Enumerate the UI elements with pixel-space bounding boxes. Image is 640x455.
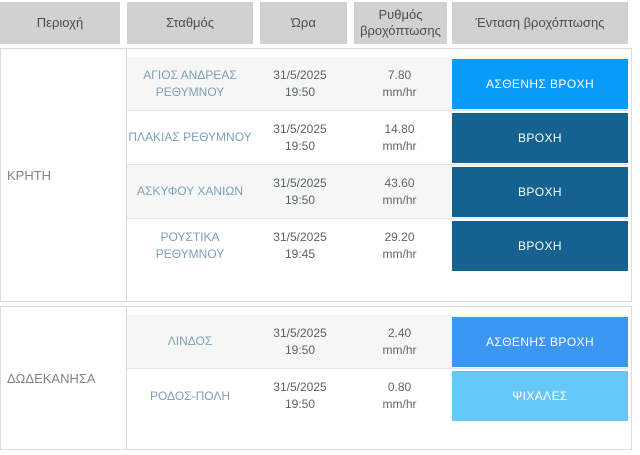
rate-value: 29.20 (384, 230, 415, 244)
rate-value: 14.80 (384, 121, 415, 136)
rain-rate: 29.20 mm/hr (347, 219, 452, 273)
station-link[interactable]: ΑΓΙΟΣ ΑΝΔΡΕΑΣ ΡΕΘΥΜΝΟΥ (143, 67, 237, 99)
rate-unit: mm/hr (382, 247, 417, 261)
intensity-cell: ΒΡΟΧΗ (452, 219, 628, 273)
rate-value: 2.40 (387, 325, 412, 340)
rate-value: 0.80 (387, 380, 412, 394)
rainfall-table: Περιοχή Σταθμός Ώρα Ρυθμός βροχόπτωσης Έ… (0, 2, 632, 450)
time-value: 19:50 (284, 192, 316, 207)
intensity-badge: ΒΡΟΧΗ (452, 221, 628, 271)
time-value: 19:50 (284, 342, 316, 357)
section-rows: ΑΓΙΟΣ ΑΝΔΡΕΑΣ ΡΕΘΥΜΝΟΥ 31/5/2025 19:50 7… (127, 49, 631, 301)
time-value: 19:45 (284, 247, 316, 261)
station-link[interactable]: ΑΣΚΥΦΟΥ ΧΑΝΙΩΝ (136, 184, 244, 198)
date-value: 31/5/2025 (273, 67, 327, 82)
time-value: 19:50 (284, 84, 316, 99)
rate-value: 7.80 (387, 67, 412, 82)
date-value: 31/5/2025 (273, 230, 327, 244)
observation-time: 31/5/2025 19:50 (253, 369, 347, 423)
rate-unit: mm/hr (382, 138, 417, 153)
rate-value: 43.60 (384, 175, 415, 190)
station-link[interactable]: ΡΟΔΟΣ-ΠΟΛΗ (149, 388, 231, 403)
date-value: 31/5/2025 (273, 325, 327, 340)
table-row: ΡΟΔΟΣ-ΠΟΛΗ 31/5/2025 19:50 0.80 mm/hr ΨΙ… (127, 369, 628, 423)
date-value: 31/5/2025 (273, 380, 327, 394)
section-rows: ΛΙΝΔΟΣ 31/5/2025 19:50 2.40 mm/hr ΑΣΘΕΝΗ… (127, 307, 631, 449)
intensity-cell: ΑΣΘΕΝΗΣ ΒΡΟΧΗ (452, 57, 628, 110)
header-region: Περιοχή (0, 2, 120, 44)
table-row: ΡΟΥΣΤΙΚΑ ΡΕΘΥΜΝΟΥ 31/5/2025 19:45 29.20 … (127, 219, 628, 273)
intensity-cell: ΒΡΟΧΗ (452, 165, 628, 218)
table-header: Περιοχή Σταθμός Ώρα Ρυθμός βροχόπτωσης Έ… (0, 2, 632, 44)
table-row: ΑΓΙΟΣ ΑΝΔΡΕΑΣ ΡΕΘΥΜΝΟΥ 31/5/2025 19:50 7… (127, 57, 628, 111)
rain-rate: 14.80 mm/hr (347, 111, 452, 164)
region-section-dodekanisa: ΔΩΔΕΚΑΝΗΣΑ ΛΙΝΔΟΣ 31/5/2025 19:50 2.40 m… (0, 306, 632, 450)
observation-time: 31/5/2025 19:50 (253, 111, 347, 164)
intensity-cell: ΨΙΧΑΛΕΣ (452, 369, 628, 423)
header-time: Ώρα (260, 2, 347, 44)
intensity-badge: ΑΣΘΕΝΗΣ ΒΡΟΧΗ (452, 316, 628, 367)
intensity-badge: ΨΙΧΑΛΕΣ (452, 371, 628, 421)
intensity-badge: ΑΣΘΕΝΗΣ ΒΡΟΧΗ (452, 58, 628, 109)
rain-rate: 0.80 mm/hr (347, 369, 452, 423)
station-link[interactable]: ΠΛΑΚΙΑΣ ΡΕΘΥΜΝΟΥ (128, 130, 252, 144)
region-label: ΚΡΗΤΗ (1, 49, 127, 301)
table-row: ΑΣΚΥΦΟΥ ΧΑΝΙΩΝ 31/5/2025 19:50 43.60 mm/… (127, 165, 628, 219)
time-value: 19:50 (284, 138, 316, 153)
date-value: 31/5/2025 (273, 121, 327, 136)
time-value: 19:50 (284, 397, 316, 411)
rate-unit: mm/hr (382, 397, 417, 411)
intensity-badge: ΒΡΟΧΗ (452, 112, 628, 163)
observation-time: 31/5/2025 19:50 (253, 165, 347, 218)
header-intensity: Ένταση βροχόπτωσης (452, 2, 628, 44)
header-rate: Ρυθμός βροχόπτωσης (354, 2, 447, 44)
rain-rate: 43.60 mm/hr (347, 165, 452, 218)
date-value: 31/5/2025 (273, 175, 327, 190)
region-label: ΔΩΔΕΚΑΝΗΣΑ (1, 307, 127, 449)
table-row: ΛΙΝΔΟΣ 31/5/2025 19:50 2.40 mm/hr ΑΣΘΕΝΗ… (127, 315, 628, 369)
table-row: ΠΛΑΚΙΑΣ ΡΕΘΥΜΝΟΥ 31/5/2025 19:50 14.80 m… (127, 111, 628, 165)
rate-unit: mm/hr (382, 342, 417, 357)
rain-rate: 2.40 mm/hr (347, 315, 452, 368)
intensity-badge: ΒΡΟΧΗ (452, 166, 628, 217)
station-link[interactable]: ΛΙΝΔΟΣ (167, 334, 213, 348)
rate-unit: mm/hr (382, 192, 417, 207)
observation-time: 31/5/2025 19:50 (253, 57, 347, 110)
observation-time: 31/5/2025 19:45 (253, 219, 347, 273)
rate-unit: mm/hr (382, 84, 417, 99)
station-link[interactable]: ΡΟΥΣΤΙΚΑ ΡΕΘΥΜΝΟΥ (155, 230, 225, 261)
rain-rate: 7.80 mm/hr (347, 57, 452, 110)
observation-time: 31/5/2025 19:50 (253, 315, 347, 368)
intensity-cell: ΒΡΟΧΗ (452, 111, 628, 164)
region-section-kriti: ΚΡΗΤΗ ΑΓΙΟΣ ΑΝΔΡΕΑΣ ΡΕΘΥΜΝΟΥ 31/5/2025 1… (0, 48, 632, 302)
intensity-cell: ΑΣΘΕΝΗΣ ΒΡΟΧΗ (452, 315, 628, 368)
header-station: Σταθμός (127, 2, 253, 44)
